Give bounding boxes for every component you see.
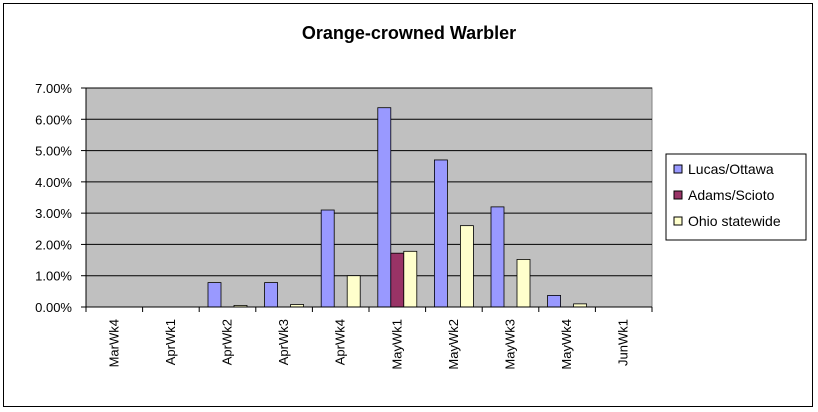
- y-tick-label: 6.00%: [35, 112, 72, 127]
- bar-lucas-ottawa-maywk1: [377, 107, 392, 308]
- legend-label: Lucas/Ottawa: [688, 161, 774, 177]
- legend-box: [665, 153, 807, 241]
- y-tick-label: 4.00%: [35, 175, 72, 190]
- y-tick-label: 2.00%: [35, 237, 72, 252]
- x-tick-label: MayWk1: [389, 319, 404, 370]
- legend-swatch: [673, 190, 683, 200]
- bars: [207, 107, 587, 308]
- legend-label: Adams/Scioto: [688, 187, 775, 203]
- plot-area: [85, 87, 653, 308]
- bar-lucas-ottawa-maywk3: [490, 206, 505, 308]
- x-tick-label: MayWk2: [446, 319, 461, 370]
- y-axis-ticks: 0.00% 1.00% 2.00% 3.00% 4.00% 5.00% 6.00% 7.00%: [35, 81, 86, 315]
- x-tick-label: AprWk3: [276, 319, 291, 365]
- y-tick-label: 1.00%: [35, 269, 72, 284]
- bar-lucas-ottawa-maywk4: [547, 295, 561, 308]
- x-axis-ticks: MarWk4 AprWk1 AprWk2 AprWk3 AprWk4 MayWk1 MayW…: [85, 307, 653, 370]
- legend-swatch: [673, 216, 683, 226]
- x-tick-label: MayWk4: [559, 319, 574, 370]
- bar-ohio-statewide-maywk1: [403, 250, 418, 308]
- x-tick-label: MarWk4: [106, 319, 121, 367]
- bar-ohio-statewide-aprwk4: [346, 275, 361, 308]
- bar-lucas-ottawa-aprwk3: [264, 282, 279, 308]
- y-tick-label: 3.00%: [35, 206, 72, 221]
- bar-lucas-ottawa-aprwk2: [207, 282, 222, 308]
- y-tick-label: 0.00%: [35, 300, 72, 315]
- x-tick-label: AprWk1: [163, 319, 178, 365]
- gridlines: [86, 87, 652, 277]
- legend-swatch: [673, 164, 683, 174]
- bar-adams-scioto-maywk1: [390, 252, 405, 308]
- x-tick-label: JunWk1: [616, 319, 631, 366]
- bar-lucas-ottawa-aprwk4: [320, 209, 335, 308]
- x-tick-label: AprWk4: [333, 319, 348, 365]
- y-tick-label: 7.00%: [35, 81, 72, 96]
- y-tick-label: 5.00%: [35, 144, 72, 159]
- bar-ohio-statewide-maywk3: [516, 259, 531, 308]
- legend-label: Ohio statewide: [688, 213, 781, 229]
- x-tick-label: MayWk3: [503, 319, 518, 370]
- legend: Lucas/Ottawa Adams/Scioto Ohio statewide: [665, 153, 807, 241]
- chart-title: Orange-crowned Warbler: [302, 23, 516, 43]
- bar-ohio-statewide-maywk2: [459, 225, 474, 308]
- bar-lucas-ottawa-maywk2: [433, 159, 448, 308]
- x-tick-label: AprWk2: [220, 319, 235, 365]
